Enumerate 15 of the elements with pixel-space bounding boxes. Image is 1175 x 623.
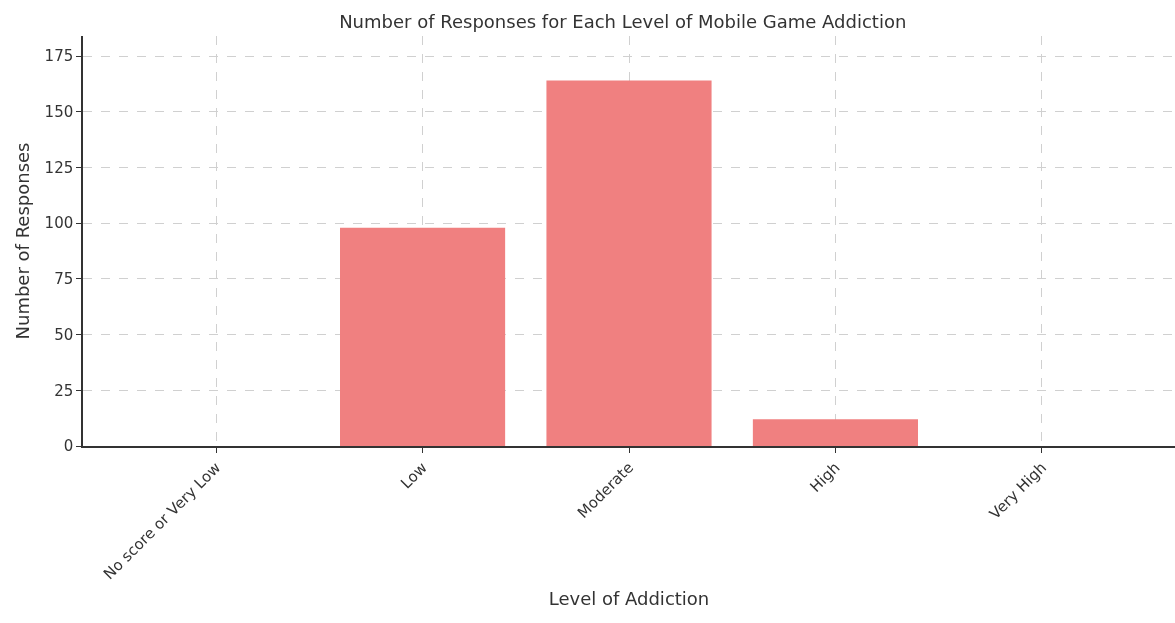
bar [546, 80, 712, 446]
y-tick-label: 25 [54, 381, 74, 400]
y-axis-title: Number of Responses [12, 142, 34, 340]
y-tick-label: 0 [63, 437, 74, 456]
chart-title: Number of Responses for Each Level of Mobile Game Addiction [339, 11, 907, 33]
y-tick-label: 175 [44, 47, 74, 66]
bar [752, 419, 918, 446]
y-tick-label: 150 [44, 103, 74, 122]
y-tick-label: 125 [44, 158, 74, 177]
x-axis-title: Level of Addiction [548, 587, 710, 609]
y-tick-label: 100 [44, 214, 74, 233]
y-tick-label: 75 [54, 270, 74, 289]
bar [340, 227, 506, 446]
y-tick-label: 50 [54, 325, 74, 344]
x-tick-label: Low [397, 458, 431, 493]
